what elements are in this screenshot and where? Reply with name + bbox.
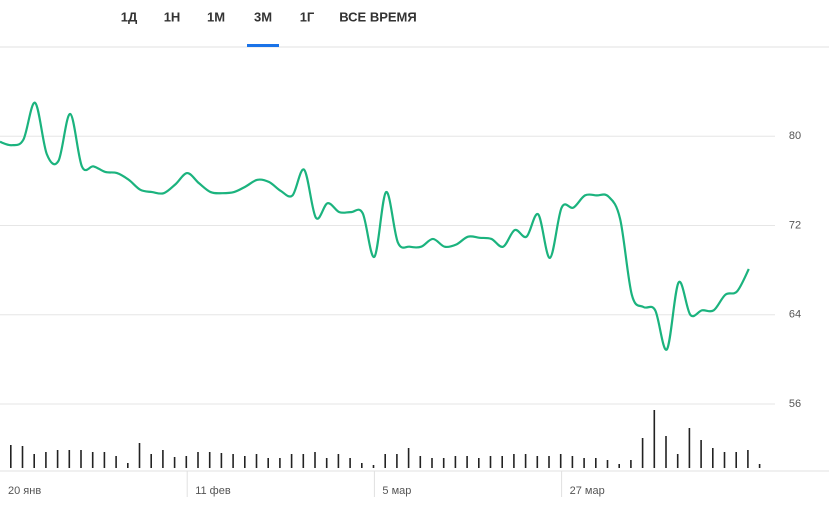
x-tick-label: 5 мар	[382, 485, 411, 497]
volume-bar	[431, 458, 433, 468]
volume-bar	[372, 465, 375, 468]
volume-bar	[536, 456, 539, 468]
volume-bar	[162, 450, 164, 468]
volume-bar	[91, 452, 94, 468]
price-line	[0, 101, 750, 351]
y-tick-label: 64	[789, 309, 801, 321]
volume-bar	[676, 454, 679, 468]
volume-bar	[478, 458, 480, 468]
volume-bar	[220, 453, 223, 468]
tab[interactable]: 1Н	[164, 9, 181, 24]
tab[interactable]: ВСЕ ВРЕМЯ	[339, 9, 416, 24]
volume-bar	[524, 454, 527, 468]
volume-bar	[419, 456, 422, 468]
volume-bar	[559, 454, 562, 468]
y-tick-label: 80	[789, 130, 801, 142]
x-tick-label: 20 янв	[8, 485, 41, 497]
tab[interactable]: 1Д	[121, 9, 138, 24]
volume-bar	[384, 454, 386, 468]
volume-bar	[747, 450, 749, 468]
volume-bar	[127, 463, 129, 468]
volume-bar	[56, 450, 59, 468]
volume-bar	[21, 446, 24, 468]
volume-bar	[150, 454, 152, 468]
volume-bar	[407, 448, 410, 468]
volume-bar	[302, 454, 305, 468]
volume-bar	[758, 464, 761, 468]
volume-bar	[349, 458, 351, 468]
volume-bar	[665, 436, 667, 468]
volume-bar	[244, 456, 246, 468]
volume-bar	[115, 456, 117, 468]
volume-bar	[489, 456, 492, 468]
tab[interactable]: 1М	[207, 9, 225, 24]
volume-bar	[454, 456, 457, 468]
volume-bar	[606, 460, 609, 468]
volume-bar	[208, 452, 211, 468]
volume-bar	[442, 458, 445, 468]
volume-bar	[641, 438, 644, 468]
y-tick-label: 56	[789, 398, 801, 410]
volume-bar	[10, 445, 12, 468]
volume-bar	[700, 440, 702, 468]
y-tick-label: 72	[789, 219, 801, 231]
volume-bar	[185, 456, 188, 468]
volume-bar	[33, 454, 35, 468]
volume-bar	[723, 452, 726, 468]
volume-bar	[513, 454, 515, 468]
volume-bar	[314, 452, 316, 468]
volume-bar	[583, 458, 585, 468]
volume-bar	[337, 454, 340, 468]
volume-bar	[68, 450, 71, 468]
volume-bar	[103, 452, 106, 468]
volume-bar	[548, 456, 550, 468]
volume-bar	[80, 450, 82, 468]
volume-bar	[267, 458, 269, 468]
x-tick-label: 27 мар	[570, 485, 605, 497]
volume-bar	[361, 463, 363, 468]
volume-bar	[197, 452, 199, 468]
volume-bar	[325, 458, 328, 468]
tab[interactable]: 3М	[254, 9, 272, 24]
volume-bar	[653, 410, 656, 468]
volume-bar	[630, 460, 632, 468]
volume-bar	[232, 454, 234, 468]
volume-bar	[173, 457, 176, 468]
volume-bar	[571, 456, 574, 468]
volume-bar	[688, 428, 691, 468]
volume-bar	[279, 458, 281, 468]
tab-indicator	[247, 44, 279, 47]
volume-bar	[396, 454, 398, 468]
volume-bar	[45, 452, 47, 468]
volume-bar	[255, 454, 258, 468]
volume-bar	[501, 456, 503, 468]
x-tick-label: 11 фев	[195, 485, 231, 497]
volume-bar	[595, 458, 597, 468]
volume-bar	[712, 448, 714, 468]
volume-bar	[290, 454, 293, 468]
volume-bar	[618, 464, 620, 468]
tab[interactable]: 1Г	[300, 9, 315, 24]
volume-bar	[735, 452, 737, 468]
volume-bar	[138, 443, 141, 468]
volume-bar	[466, 456, 468, 468]
